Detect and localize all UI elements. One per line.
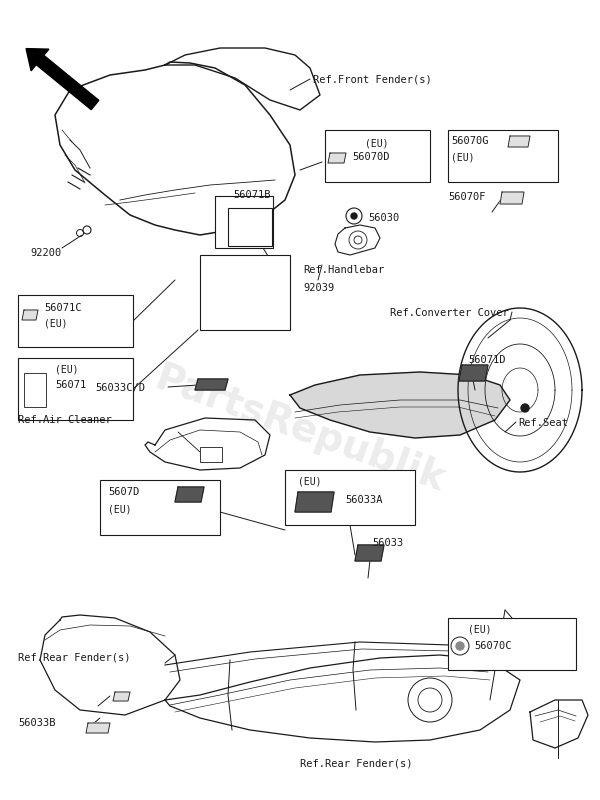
Circle shape — [351, 213, 357, 219]
Polygon shape — [22, 310, 38, 320]
Circle shape — [521, 404, 529, 412]
Text: (EU): (EU) — [451, 153, 475, 163]
Bar — [285, 470, 415, 525]
Polygon shape — [113, 692, 130, 701]
Text: 56071: 56071 — [55, 380, 86, 390]
Text: Ref.Air Cleaner: Ref.Air Cleaner — [18, 415, 112, 425]
Polygon shape — [500, 192, 524, 204]
Bar — [228, 208, 272, 246]
Text: (EU): (EU) — [365, 138, 389, 148]
Bar — [18, 295, 133, 347]
Text: 56033B: 56033B — [18, 718, 56, 728]
Text: 92039: 92039 — [303, 283, 334, 293]
Text: 5607D: 5607D — [108, 487, 139, 497]
Bar — [215, 196, 273, 248]
Text: 56070D: 56070D — [352, 152, 389, 162]
Text: 56030: 56030 — [368, 213, 399, 223]
Bar — [325, 130, 430, 182]
Text: 56070G: 56070G — [451, 136, 488, 146]
Text: Ref.Handlebar: Ref.Handlebar — [303, 265, 384, 275]
Text: 56070C: 56070C — [474, 641, 511, 651]
Text: Ref.Rear Fender(s): Ref.Rear Fender(s) — [18, 652, 131, 662]
Text: 56071C: 56071C — [44, 303, 82, 313]
Polygon shape — [175, 487, 204, 502]
Polygon shape — [295, 492, 334, 512]
FancyArrow shape — [26, 49, 99, 110]
Polygon shape — [290, 372, 510, 438]
Bar — [100, 480, 220, 535]
Text: 56033C/D: 56033C/D — [95, 383, 145, 393]
Polygon shape — [508, 136, 530, 147]
Circle shape — [456, 642, 464, 650]
Text: 56071D: 56071D — [468, 355, 505, 365]
Bar — [448, 618, 576, 670]
Bar — [200, 255, 290, 330]
Text: PartsRepublik: PartsRepublik — [149, 360, 451, 500]
Text: (EU): (EU) — [298, 477, 322, 487]
Bar — [18, 358, 133, 420]
Polygon shape — [86, 723, 110, 733]
Text: Ref.Converter Cover: Ref.Converter Cover — [390, 308, 509, 318]
Polygon shape — [328, 153, 346, 163]
Polygon shape — [459, 365, 488, 381]
Polygon shape — [355, 545, 384, 561]
Text: Ref.Front Fender(s): Ref.Front Fender(s) — [313, 75, 432, 85]
Text: Ref.Seat: Ref.Seat — [518, 418, 568, 428]
Text: (EU): (EU) — [108, 505, 131, 515]
Text: Ref.Rear Fender(s): Ref.Rear Fender(s) — [300, 758, 413, 768]
Text: (EU): (EU) — [55, 365, 79, 375]
Text: 56070F: 56070F — [448, 192, 485, 202]
Text: 56033A: 56033A — [345, 495, 383, 505]
Bar — [448, 130, 558, 182]
Text: 56071B: 56071B — [233, 190, 271, 200]
Polygon shape — [195, 379, 228, 390]
Text: (EU): (EU) — [44, 318, 67, 328]
Text: 92200: 92200 — [30, 248, 61, 258]
Text: 56033: 56033 — [372, 538, 403, 548]
Text: (EU): (EU) — [468, 625, 491, 635]
Bar — [24, 373, 46, 407]
Bar — [200, 447, 222, 462]
